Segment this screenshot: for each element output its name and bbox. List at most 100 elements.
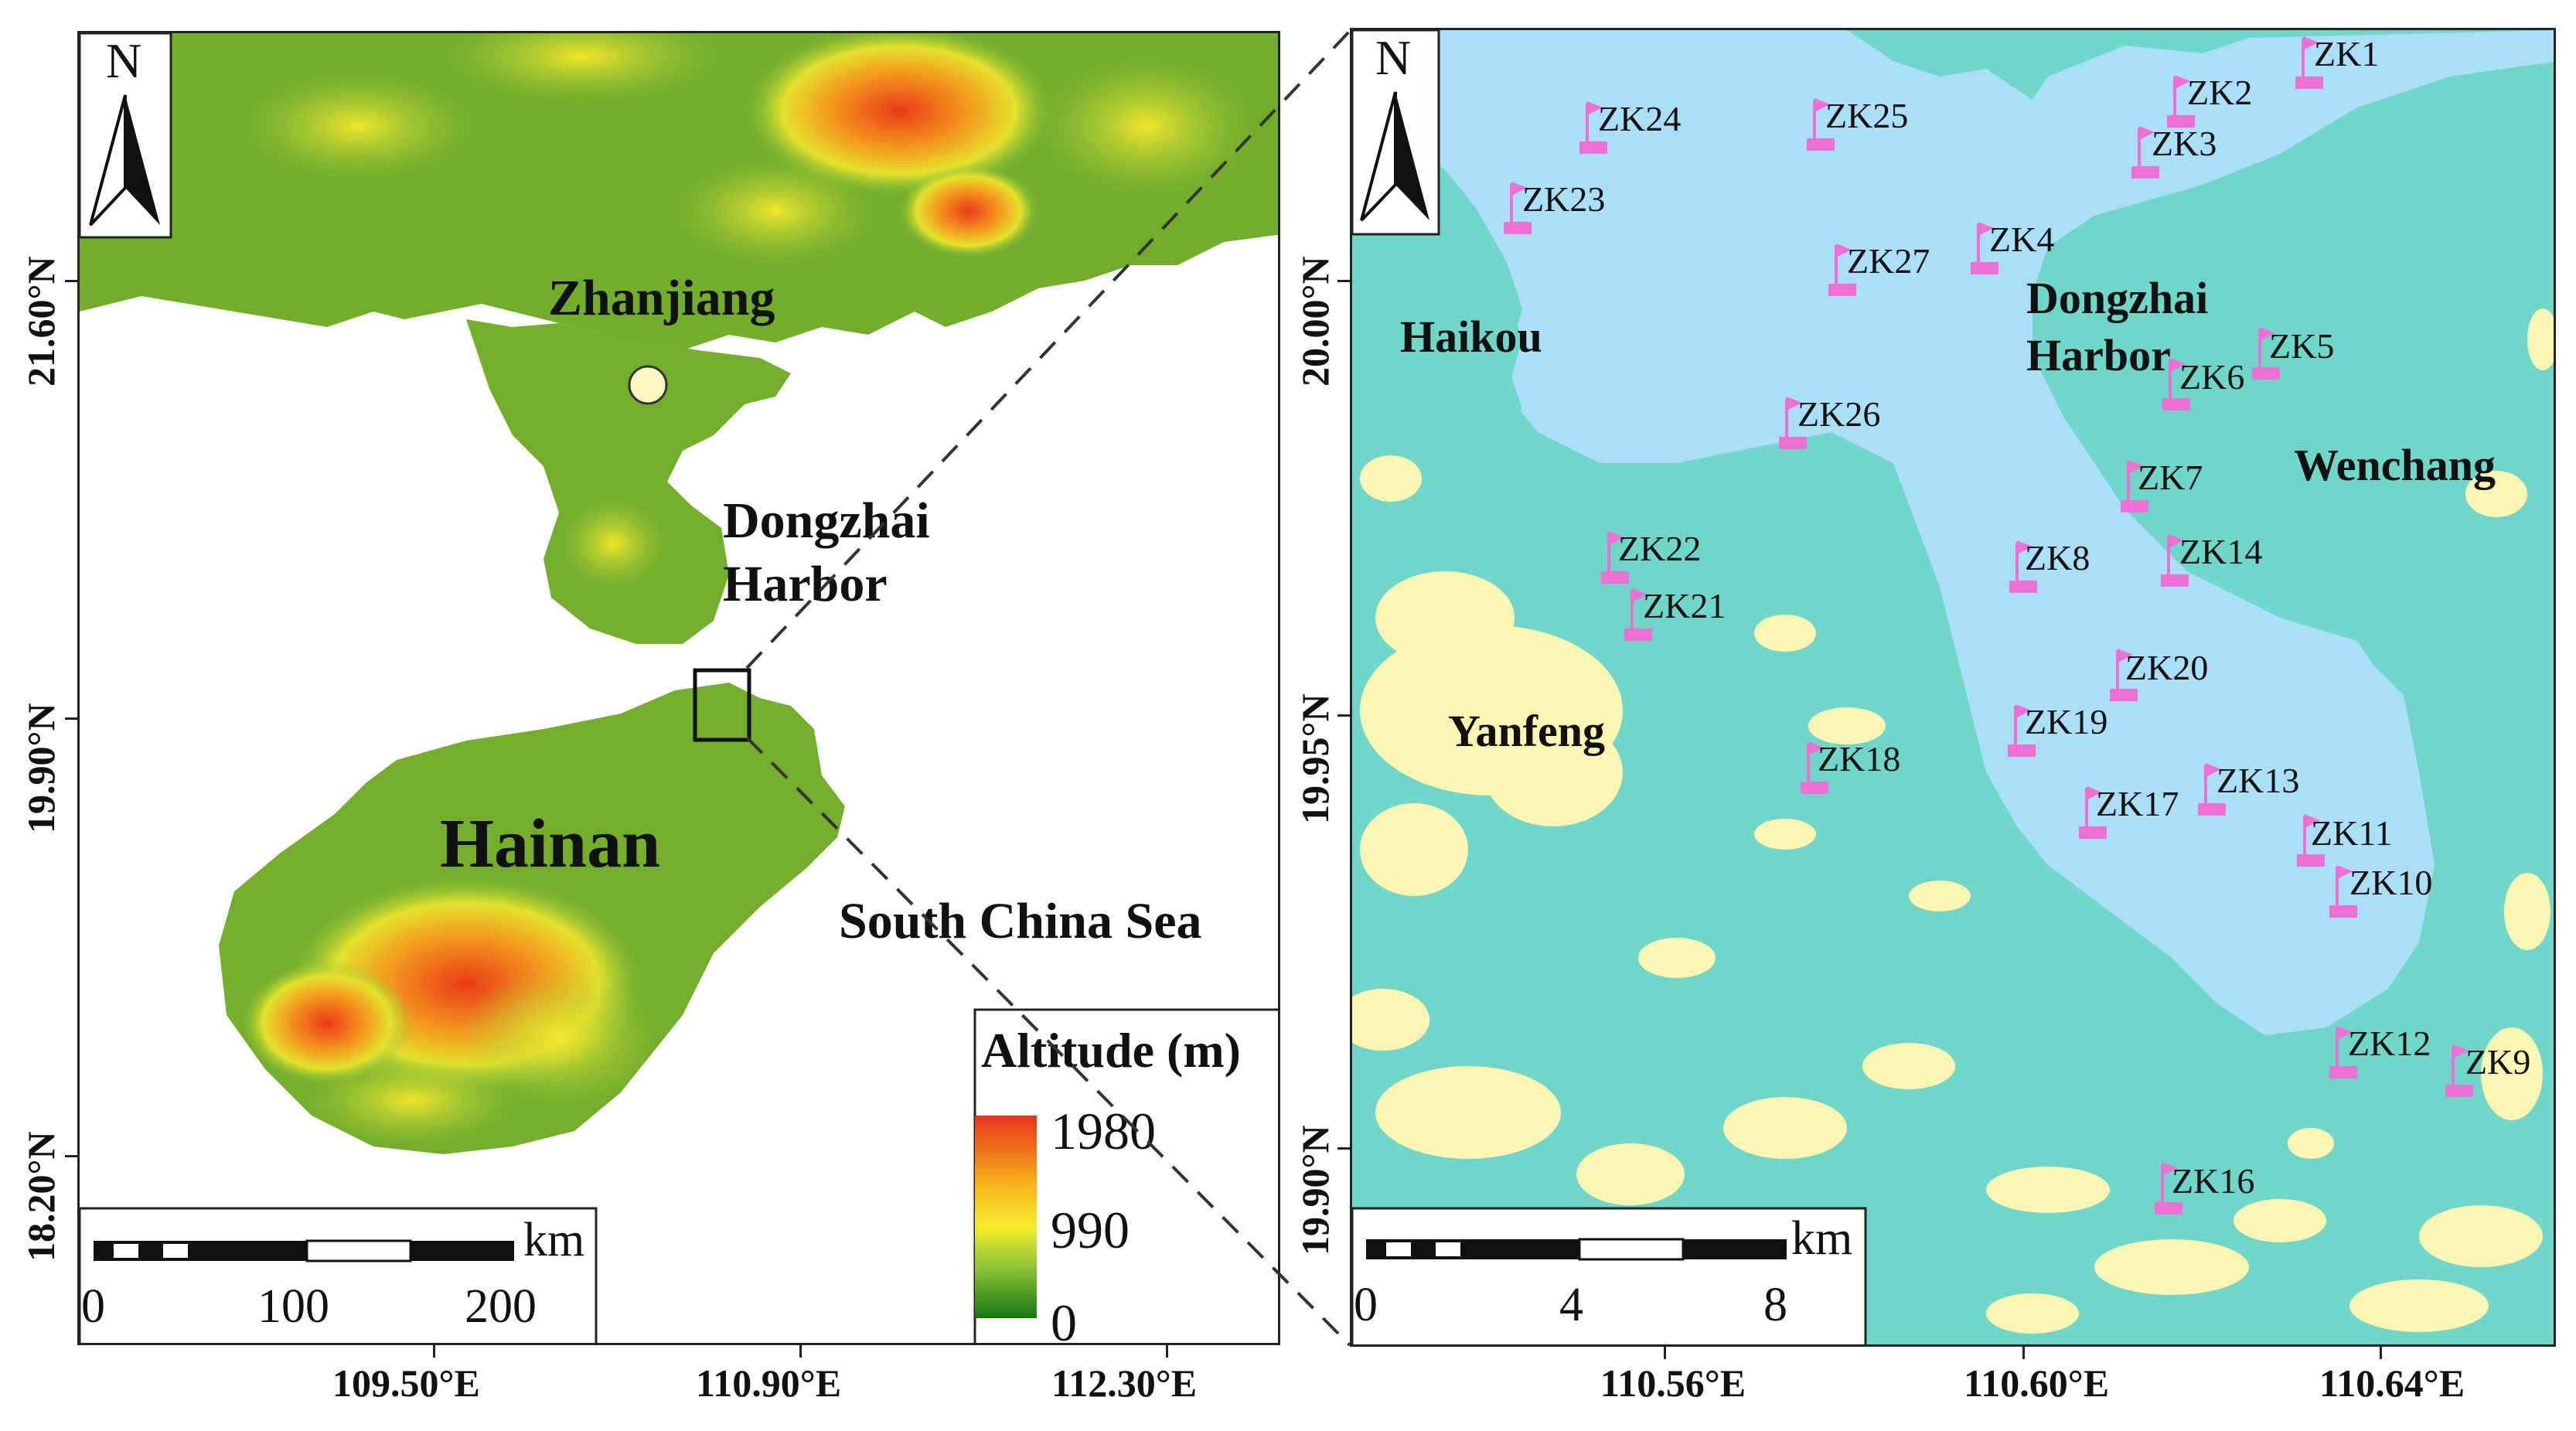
- wenchang-label: Wenchang: [2294, 440, 2496, 490]
- scale-bar-segment: [1436, 1242, 1460, 1256]
- left-lon-tick: [1166, 1344, 1168, 1358]
- hainan-label: Hainan: [440, 806, 661, 882]
- label-zk16: ZK16: [2172, 1161, 2255, 1201]
- label-zk11: ZK11: [2311, 813, 2393, 853]
- left-lon-label-2: 110.90°E: [696, 1361, 842, 1405]
- borehole-flag-zk16: [2155, 1162, 2182, 1215]
- label-zk25: ZK25: [1825, 96, 1909, 135]
- right-harbor-label: Harbor: [2026, 330, 2171, 380]
- borehole-flag-zk7: [2121, 460, 2148, 513]
- left-overview-map: N Zhanjiang Dongzhai Harbor Hainan South…: [77, 31, 1280, 1345]
- borehole-flag-zk3: [2131, 126, 2159, 179]
- borehole-flag-zk4: [1971, 222, 1998, 274]
- hainan-mountains: [458, 969, 659, 1108]
- right-lon-label-2: 110.60°E: [1964, 1361, 2110, 1405]
- right-scale-unit: km: [1791, 1212, 1853, 1265]
- legend-mid: 990: [1051, 1201, 1130, 1259]
- scale-bar-segment: [1386, 1242, 1411, 1256]
- hainan-mountains: [304, 1054, 520, 1147]
- label-zk27: ZK27: [1847, 241, 1930, 281]
- right-lat-tick: [1337, 280, 1351, 282]
- altitude-color-ramp: [975, 1116, 1037, 1318]
- borehole-flag-zk18: [1801, 741, 1828, 794]
- peninsula-relief: [559, 497, 667, 590]
- left-lat-tick: [65, 280, 79, 282]
- label-zk19: ZK19: [2025, 702, 2108, 741]
- borehole-flag-zk13: [2198, 763, 2226, 816]
- scale-bar-segment: [114, 1244, 138, 1258]
- study-area-box: [693, 668, 751, 742]
- label-zk4: ZK4: [1989, 220, 2055, 259]
- label-zk22: ZK22: [1618, 529, 1702, 568]
- left-lon-tick: [433, 1344, 435, 1358]
- yanfeng-label: Yanfeng: [1448, 706, 1606, 756]
- right-scale-tick-4: 4: [1559, 1279, 1583, 1331]
- borehole-flag-zk24: [1579, 101, 1607, 154]
- right-scale-tick-0: 0: [1354, 1279, 1378, 1331]
- borehole-flag-zk26: [1779, 397, 1807, 449]
- borehole-flag-zk19: [2008, 704, 2036, 757]
- detail-map-canvas: [1352, 30, 2554, 1344]
- scale-bar-segment: [411, 1241, 514, 1261]
- borehole-flag-zk20: [2110, 649, 2138, 701]
- right-lon-tick: [2380, 1345, 2382, 1359]
- mainland-highland: [443, 33, 721, 103]
- left-scale-tick-0: 0: [81, 1280, 105, 1333]
- borehole-flag-zk21: [1624, 588, 1652, 641]
- left-lat-tick: [65, 1155, 79, 1157]
- left-scale-tick-200: 200: [465, 1280, 537, 1333]
- left-lat-label-3: 18.20°N: [19, 1131, 63, 1262]
- right-lat-label-1: 20.00°N: [1293, 256, 1337, 387]
- borehole-flag-zk12: [2329, 1026, 2357, 1078]
- legend-title: Altitude (m): [981, 1023, 1241, 1078]
- zhanjiang-city-marker: [628, 365, 668, 405]
- borehole-flag-zk5: [2252, 327, 2280, 380]
- borehole-flag-zk27: [1828, 244, 1856, 296]
- right-north-letter: N: [1375, 30, 1412, 85]
- right-lon-tick: [2022, 1345, 2025, 1359]
- right-lon-label-3: 110.64°E: [2319, 1361, 2465, 1405]
- mainland-highland: [1038, 56, 1255, 196]
- label-zk3: ZK3: [2152, 124, 2217, 163]
- dongzhai-harbor-water: [1352, 30, 2554, 1035]
- hainan-mountains: [242, 961, 412, 1085]
- borehole-flag-zk25: [1807, 98, 1835, 151]
- left-lon-tick: [799, 1344, 802, 1358]
- label-zk12: ZK12: [2348, 1024, 2431, 1063]
- left-lon-label-3: 112.30°E: [1051, 1361, 1198, 1405]
- borehole-flag-zk2: [2167, 75, 2195, 128]
- borehole-flag-zk9: [2445, 1044, 2473, 1097]
- mainland-highland: [242, 72, 474, 180]
- scale-bar-segment: [1578, 1238, 1685, 1261]
- mainland-highland: [675, 157, 876, 265]
- label-zk24: ZK24: [1598, 99, 1682, 138]
- legend-min: 0: [1051, 1293, 1077, 1345]
- harbor-label: Harbor: [723, 556, 888, 612]
- scale-bar-segment: [305, 1239, 412, 1262]
- north-arrow-icon: [1395, 92, 1429, 220]
- borehole-flag-zk6: [2162, 358, 2190, 411]
- borehole-flag-zk14: [2161, 534, 2189, 587]
- label-zk8: ZK8: [2025, 538, 2090, 578]
- legend-max: 1980: [1051, 1102, 1156, 1160]
- borehole-flag-zk23: [1504, 182, 1532, 234]
- scale-bar-segment: [163, 1244, 188, 1258]
- label-zk1: ZK1: [2314, 34, 2380, 73]
- right-lon-tick: [1664, 1345, 1666, 1359]
- mainland-highland: [899, 165, 1038, 257]
- urban-patches: [1352, 308, 2554, 1334]
- leizhou-peninsula: [466, 319, 791, 644]
- label-zk20: ZK20: [2125, 648, 2209, 687]
- right-scale-box: [1352, 1207, 1867, 1344]
- right-lat-tick: [1337, 1147, 1351, 1150]
- left-lat-tick: [65, 717, 79, 720]
- borehole-flag-zk11: [2297, 814, 2325, 867]
- dongzhai-label: Dongzhai: [723, 492, 930, 549]
- zhanjiang-label: Zhanjiang: [548, 270, 775, 326]
- right-lon-label-1: 110.56°E: [1600, 1361, 1746, 1405]
- label-zk23: ZK23: [1522, 179, 1606, 219]
- right-lat-label-2: 19.95°N: [1293, 693, 1337, 824]
- borehole-flag-zk1: [2295, 36, 2323, 89]
- borehole-flag-zk8: [2009, 540, 2037, 593]
- left-scale-tick-100: 100: [257, 1280, 329, 1333]
